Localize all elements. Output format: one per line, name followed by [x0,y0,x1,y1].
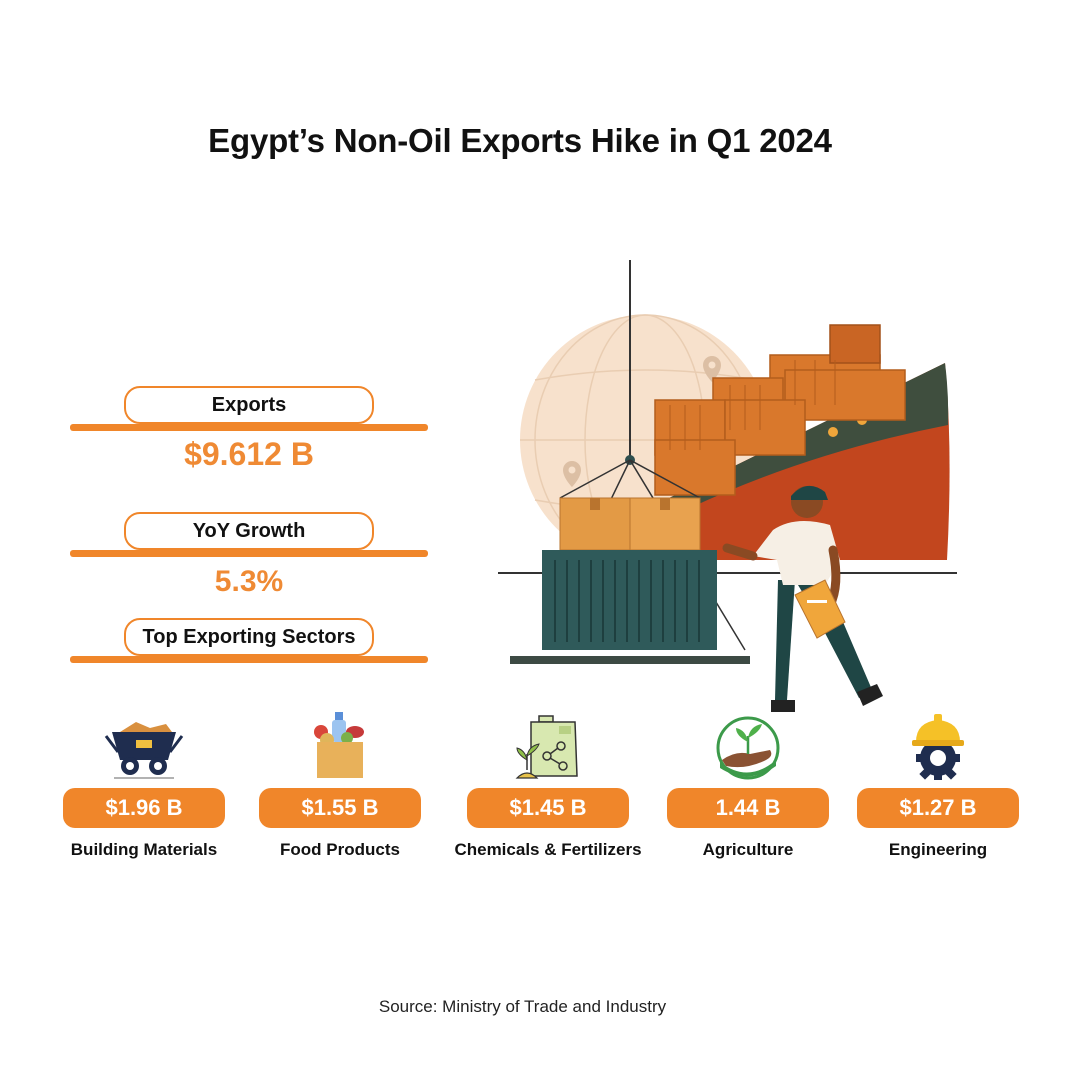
mine-cart-icon [104,722,184,779]
sector-name: Engineering [888,840,988,859]
sector-name: Food Products [280,840,400,859]
sector-engineering: $1.27 B Engineering [838,700,1038,860]
location-pin-icon [563,460,581,487]
source-note: Source: Ministry of Trade and Industry [378,997,667,1016]
hardhat-gear-icon [912,714,964,780]
growth-value: 5.3% [214,565,284,598]
sector-name: Chemicals & Fertilizers [454,840,642,859]
cargo-ship-illustration [498,260,957,712]
hand-sprout-icon [716,716,780,780]
sector-chemicals-fertilizers: $1.45 B Chemicals & Fertilizers [448,700,648,860]
sector-value: $1.55 B [259,788,421,828]
growth-divider [70,550,428,557]
sector-value: $1.45 B [467,788,629,828]
fertilizer-canister-icon [515,715,578,779]
sector-food-products: $1.55 B Food Products [240,700,440,860]
sector-value: 1.44 B [667,788,829,828]
sectors-label: Top Exporting Sectors [124,618,374,656]
worker-figure [722,485,883,712]
sector-name: Building Materials [70,840,218,859]
exports-value: $9.612 B [184,436,314,472]
exports-divider [70,424,428,431]
shipping-container-icon [510,550,750,664]
growth-label: YoY Growth [124,512,374,550]
page-title: Egypt’s Non-Oil Exports Hike in Q1 2024 [208,122,832,159]
location-pin-icon [703,356,721,382]
sector-value: $1.96 B [63,788,225,828]
sector-agriculture: 1.44 B Agriculture [648,700,848,860]
sector-building-materials: $1.96 B Building Materials [44,700,244,860]
grocery-bag-icon [314,712,364,778]
sector-value: $1.27 B [857,788,1019,828]
sectors-divider [70,656,428,663]
sector-name: Agriculture [702,840,794,859]
exports-label: Exports [124,386,374,424]
cardboard-box-icon [559,497,701,551]
